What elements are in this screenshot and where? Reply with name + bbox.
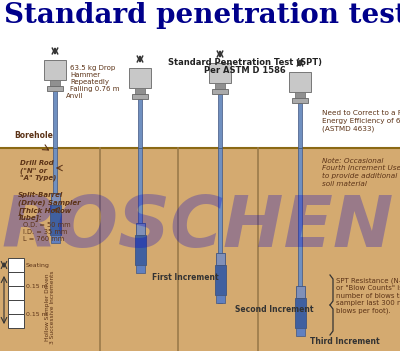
Bar — [296, 328, 305, 336]
Bar — [53, 91, 57, 148]
Text: O.D. = 50 mm
I.D. = 35 mm
L = 760 mm: O.D. = 50 mm I.D. = 35 mm L = 760 mm — [23, 222, 71, 242]
Bar — [44, 60, 66, 80]
Text: 0.15 m: 0.15 m — [26, 284, 48, 289]
Text: Standard Penetration Test (SPT): Standard Penetration Test (SPT) — [168, 58, 322, 67]
Text: Hollow Sampler Driven
3 Successive Increments: Hollow Sampler Driven 3 Successive Incre… — [44, 270, 55, 344]
Text: Standard penetration test (SPT): Standard penetration test (SPT) — [4, 2, 400, 29]
Bar — [50, 80, 60, 87]
Bar — [216, 295, 225, 303]
Bar — [218, 94, 222, 148]
Bar — [216, 253, 225, 265]
Text: SPT Resistance (N-value)
or "Blow Counts" is total
number of blows to drive
samp: SPT Resistance (N-value) or "Blow Counts… — [336, 277, 400, 314]
Bar — [295, 298, 306, 328]
Bar — [51, 235, 60, 243]
Text: Drill Rod
("N" or
"A" Type): Drill Rod ("N" or "A" Type) — [20, 160, 56, 181]
Bar — [295, 92, 305, 99]
Bar — [218, 148, 222, 303]
Bar — [296, 286, 305, 298]
Bar — [215, 265, 226, 295]
Bar — [8, 286, 24, 300]
Bar — [50, 205, 61, 235]
Bar — [8, 272, 24, 286]
Bar — [289, 72, 311, 92]
Bar — [215, 83, 225, 90]
Text: Per ASTM D 1586: Per ASTM D 1586 — [204, 66, 286, 75]
Text: ROSCHEN: ROSCHEN — [2, 193, 394, 263]
Text: First Increment: First Increment — [152, 273, 219, 283]
Text: 0.15 m: 0.15 m — [26, 311, 48, 317]
Bar — [8, 314, 24, 328]
Bar — [8, 258, 24, 272]
Text: Second Increment: Second Increment — [235, 305, 314, 314]
Bar — [298, 148, 302, 333]
Bar — [135, 88, 145, 95]
Text: Need to Correct to a Reference
Energy Efficiency of 60%
(ASTMD 4633): Need to Correct to a Reference Energy Ef… — [322, 110, 400, 132]
Bar — [51, 193, 60, 205]
Text: Anvil: Anvil — [66, 93, 83, 99]
Bar — [135, 235, 146, 265]
Bar — [47, 86, 63, 91]
Bar — [138, 148, 142, 268]
Text: Third Increment: Third Increment — [310, 338, 380, 346]
Bar — [298, 103, 302, 148]
Text: 63.5 kg Drop
Hammer
Repeatedly
Falling 0.76 m: 63.5 kg Drop Hammer Repeatedly Falling 0… — [70, 65, 120, 92]
Text: Seating: Seating — [26, 263, 50, 267]
Text: Split-Barrel
(Drive) Sampler
[Thick Hollow
Tube]:: Split-Barrel (Drive) Sampler [Thick Holl… — [18, 192, 81, 221]
Bar — [136, 223, 145, 235]
Bar — [8, 300, 24, 314]
Text: Note: Occasional
Fourth Increment Used
to provide additional
soil material: Note: Occasional Fourth Increment Used t… — [322, 158, 400, 187]
Bar — [212, 89, 228, 94]
Bar — [0, 148, 400, 351]
Bar — [53, 148, 57, 238]
Bar — [292, 98, 308, 103]
Text: Borehole: Borehole — [14, 131, 53, 140]
Bar — [138, 99, 142, 148]
Bar — [132, 94, 148, 99]
Bar — [129, 68, 151, 88]
Bar — [209, 63, 231, 83]
Bar — [136, 265, 145, 273]
